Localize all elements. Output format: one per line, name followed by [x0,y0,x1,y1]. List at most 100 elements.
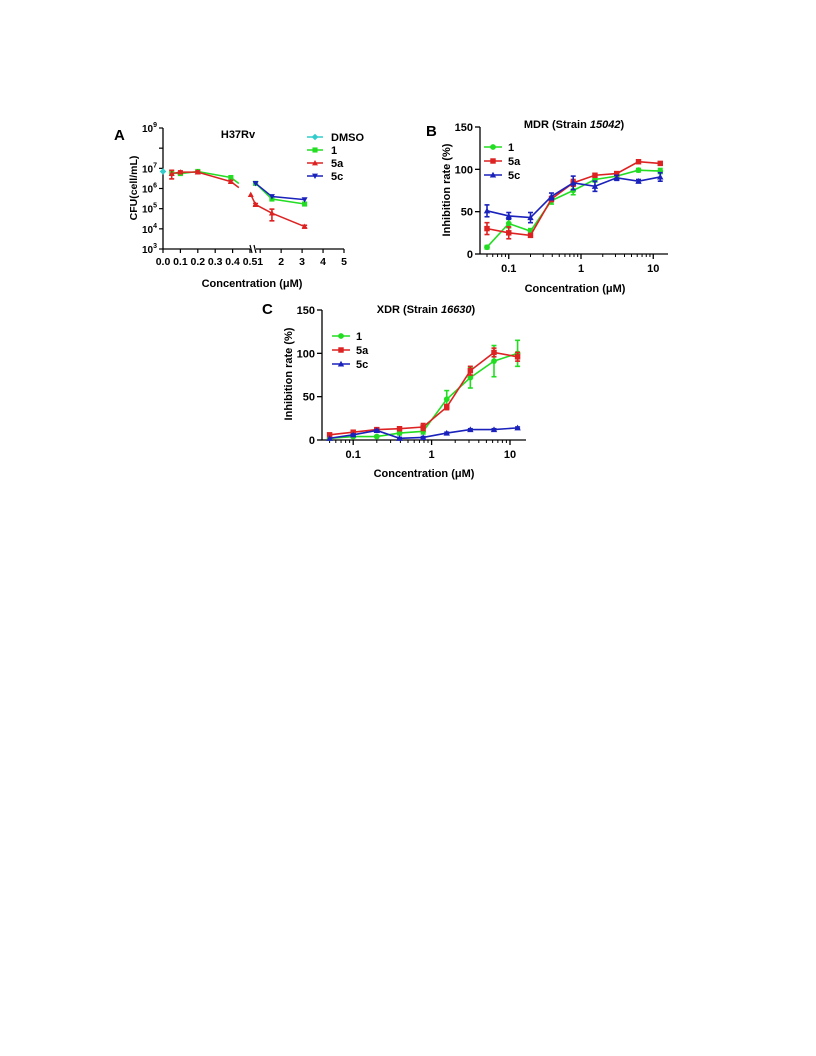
panel-a-series-2-point [268,210,275,216]
panel-a-series-3-point [268,194,275,200]
panel-c-y-axis-label: Inhibition rate (%) [283,327,295,420]
panel-c-series-2-point [419,434,427,440]
panel-a-x-tick-label: 0.3 [208,256,223,268]
panel-a-y-axis-label: CFU(cell/mL) [128,156,140,221]
panel-a-chart: H37Rv Concentration (μM) CFU(cell/mL) 10… [128,122,364,290]
panel-b-series-1-point [657,160,663,167]
panel-c-legend-marker [338,347,344,353]
panel-b-y-tick-label: 100 [455,164,473,176]
panel-a-x-tick-label: 0.1 [173,256,188,268]
panel-c-chart: XDR (Strain 16630) Concentration (μM) In… [283,304,526,480]
panel-a-series-2-point [168,170,175,176]
panel-c-series-0-point [491,358,497,365]
panel-b-series-2-point [657,173,664,180]
panel-c-legend-marker [338,333,344,339]
panel-c-y-tick-label: 150 [297,305,315,317]
panel-letter-a: A [114,127,125,144]
panel-b-axes: 0 50 100 150 0.1 1 10 [455,122,668,275]
panel-c-x-tick-label: 10 [504,449,516,461]
panel-b-series-0-point [505,220,512,227]
panel-c-series-1-point [420,424,426,430]
panel-a-x-tick-label: 1 [257,256,263,268]
panel-a-series-2-line [171,171,232,183]
panel-a-legend-marker [312,147,318,153]
panel-a-series-2-point [177,169,184,175]
panel-b-y-tick-label: 150 [455,122,473,134]
panel-a-series-1-point [228,174,234,181]
panel-a-series-2-point [301,223,308,229]
panel-c-series-2-point [443,429,450,436]
panel-c-series-2-point [396,435,403,441]
panel-b-series-1-point [635,158,642,165]
panel-a-x-axis-label: Concentration (μM) [202,278,303,290]
panel-c-legend-label: 5a [356,345,369,357]
panel-c-series-2-point [467,426,474,433]
panel-b-y-tick-label: 50 [461,207,473,219]
panel-b-series-0-point [635,167,642,174]
panel-b-x-tick-label: 0.1 [501,263,516,275]
panel-a-series-3-point [301,197,308,203]
panel-c-series-2-point [326,435,333,441]
panel-b-legend-marker [489,171,497,178]
panel-b-legend-marker [490,158,496,164]
panel-c-x-tick-label: 1 [429,449,435,461]
panel-c-y-tick-label: 100 [297,348,315,360]
panel-a-series-1-line [255,182,305,205]
panel-b-y-axis-label: Inhibition rate (%) [441,143,453,236]
panel-a-series-2-point [227,178,234,184]
panel-a-legend-marker [312,160,318,166]
panel-c-legend: 1 5a 5c [332,331,369,371]
panel-a-x-tick-label: 0.5 [243,256,258,268]
panel-b-series-1-point [484,225,490,232]
panel-a-x-tick-label: 0.2 [190,256,205,268]
panel-a-legend-label: DMSO [331,132,364,144]
panel-a-axis-break-mark [253,244,257,254]
panel-b-title: MDR (Strain 15042) [524,119,625,131]
panel-a-title: H37Rv [221,129,256,141]
panel-a-y-tick-label: 109 [142,122,157,135]
panel-letter-b: B [426,123,437,140]
panel-a-series-2-point [252,201,259,207]
panel-c-legend-label: 5c [356,359,368,371]
panel-b-series-1-point [592,172,598,178]
panel-c-series-0-point [467,374,474,381]
panel-c-y-tick-label: 0 [309,435,315,447]
panel-a-x-tick-label: 5 [341,256,347,268]
panel-a-x-tick-label: 0.0 [156,256,171,268]
panel-c-series-1-point [444,404,450,410]
panel-c-axes: 0 50 100 150 0.1 1 10 [297,305,526,461]
panel-a-y-tick-label: 107 [142,162,157,175]
panel-a-x-tick-label: 4 [320,256,326,268]
panel-b-series-2-point [505,212,512,219]
panel-a-series-2-point [194,169,201,175]
panel-b-x-tick-label: 1 [578,263,584,275]
panel-c-series-2-point [514,424,521,431]
panel-c-legend-label: 1 [356,331,362,343]
panel-a-x-tick-label: 2 [278,256,284,268]
panel-c-title: XDR (Strain 16630) [377,304,476,316]
panel-b-series-1-point [527,232,534,239]
panel-b-series-1-point [613,170,620,177]
panel-b-series-2-point [483,207,491,214]
panel-b-legend-marker [490,144,496,150]
panel-b-y-tick-label: 0 [467,249,473,261]
panel-b-series-2-point [591,183,599,189]
panel-a-y-tick-label: 103 [142,243,157,256]
panel-a-series-1-point [302,201,308,207]
panel-a-series-3-point [252,180,259,187]
panel-a-axis-break-mark [249,244,253,254]
panel-c-series-2-point [373,427,380,434]
panel-b-series-2-point [613,174,620,181]
panel-c-series-0-point [396,430,403,436]
panel-c-series-0-point [373,433,380,440]
panel-a-legend-marker [312,173,318,179]
panel-c-series-1-point [491,349,497,356]
panel-a-y-tick-label: 104 [142,223,157,236]
panel-a-series-2-point [247,191,254,197]
panel-b-series [483,158,664,251]
panel-b-series-2-point [548,193,555,199]
panel-c-y-tick-label: 50 [303,392,315,404]
panel-c-series-2-point [349,431,357,438]
